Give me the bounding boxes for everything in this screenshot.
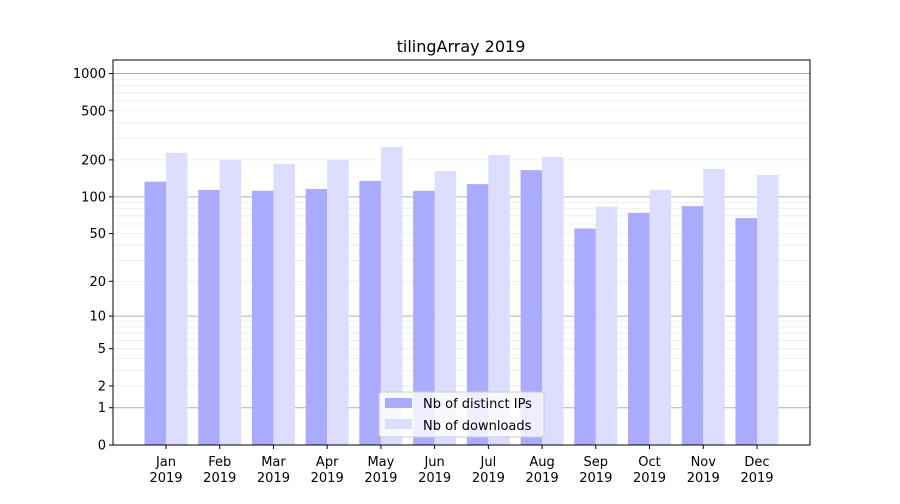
y-tick-label: 1 [98,401,106,416]
x-tick-label: Feb 2019 [203,455,236,486]
x-tick-label: Jan 2019 [149,455,182,486]
x-tick-label: Oct 2019 [633,455,666,486]
y-axis: 0 1 2 5 10 20 50 100 200 500 1000 [73,67,113,454]
bar-downloads [488,155,510,446]
x-tick-label: Mar 2019 [257,455,290,486]
x-tick-label: Jul 2019 [472,455,505,486]
legend-label-downloads: Nb of downloads [423,419,532,434]
bar-downloads [219,159,242,445]
y-tick-label: 0 [98,439,106,454]
y-tick-label: 2 [98,379,106,394]
x-tick-label: Jun 2019 [418,455,451,486]
bar-distinct-ips [359,180,381,445]
x-tick-label: Apr 2019 [311,455,344,486]
y-tick-label: 200 [81,153,106,168]
y-tick-label: 10 [89,310,106,325]
bars [144,147,779,446]
bar-downloads [273,164,295,445]
bar-downloads [649,189,672,445]
x-tick-label: Dec 2019 [740,455,773,486]
bar-distinct-ips [198,189,220,445]
y-tick-label: 20 [89,275,106,290]
x-tick-label: Sep 2019 [579,455,612,486]
bar-downloads [542,156,564,445]
chart-title: tilingArray 2019 [397,37,526,56]
bar-distinct-ips [466,184,489,445]
bar-downloads [757,174,779,445]
y-tick-label: 5 [98,342,106,357]
y-tick-label: 500 [81,104,106,119]
bar-distinct-ips [681,206,704,445]
bar-distinct-ips [735,218,757,445]
bar-downloads [166,152,188,446]
x-tick-label: May 2019 [364,455,397,486]
bar-downloads [327,159,349,445]
bar-distinct-ips [305,188,328,445]
x-axis: Jan 2019 Feb 2019 Mar 2019 Apr 2019 May 2019 Jun 20… [149,445,774,486]
bar-distinct-ips [628,212,650,445]
y-tick-label: 50 [89,227,106,242]
legend-swatch-downloads [385,419,412,429]
bar-downloads [703,168,725,445]
bar-distinct-ips [413,190,435,445]
x-tick-label: Aug 2019 [526,455,559,486]
legend-label-ips: Nb of distinct IPs [423,397,532,412]
legend: Nb of distinct IPs Nb of downloads [378,391,545,438]
y-tick-label: 100 [81,190,106,205]
bar-downloads [595,206,618,445]
bar-distinct-ips [574,228,596,445]
bar-downloads [434,171,457,446]
y-tick-label: 1000 [73,67,106,82]
plot-frame [112,59,811,446]
bar-downloads [380,147,403,446]
legend-swatch-ips [385,398,412,408]
x-tick-label: Nov 2019 [687,455,720,486]
bar-distinct-ips [144,181,166,445]
bar-distinct-ips [251,190,274,445]
bar-distinct-ips [520,170,543,445]
